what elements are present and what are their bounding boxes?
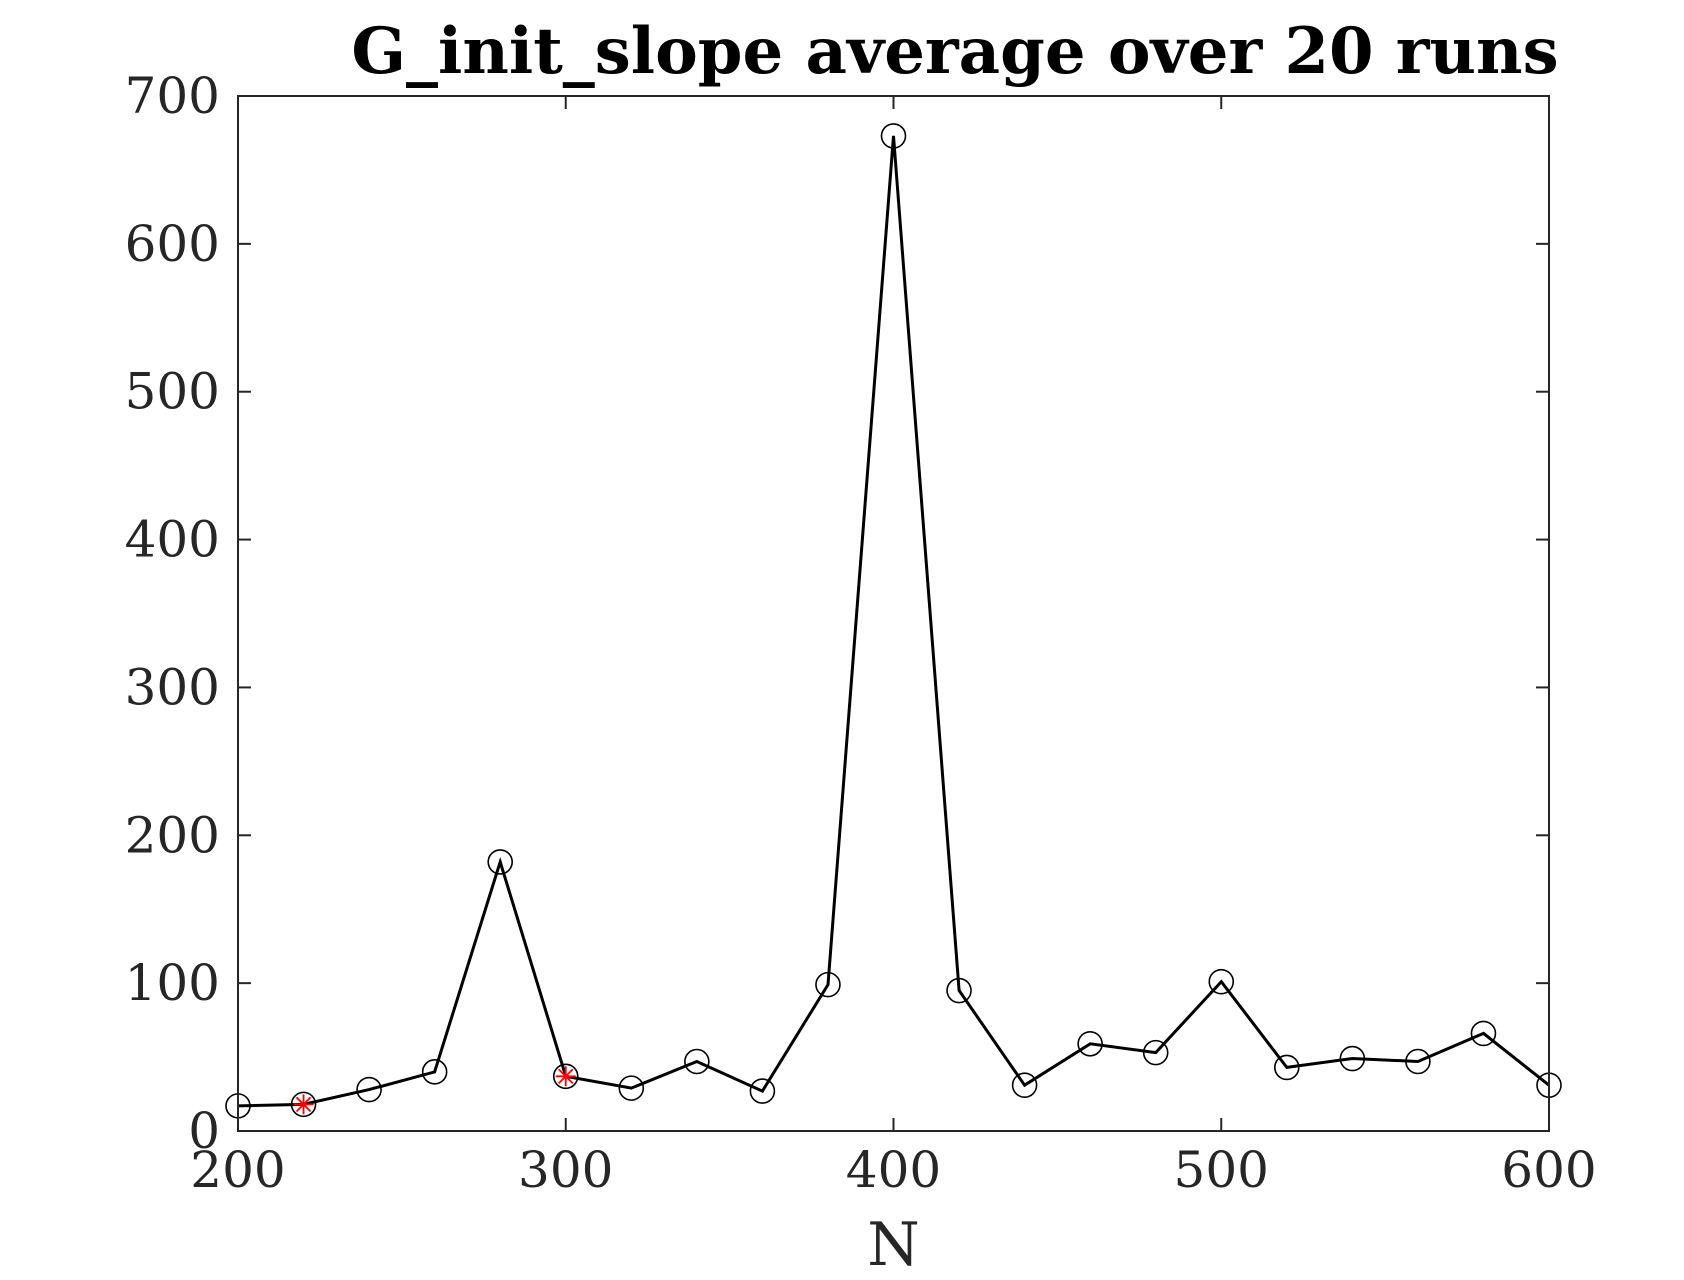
y-tick-label: 500: [125, 363, 220, 421]
data-point-circle: [618, 1075, 645, 1101]
highlight-point-asterisk: [293, 1094, 314, 1115]
asterisk-stroke: [295, 1096, 312, 1113]
chart-title: G_init_slope average over 20 runs: [351, 14, 1558, 89]
data-point-circle: [1077, 1030, 1103, 1057]
y-tick-label: 700: [125, 67, 220, 125]
plot-frame: [237, 95, 1550, 1132]
data-point-circle: [749, 1078, 776, 1104]
data-point-circle: [684, 1048, 710, 1075]
plot-background: [238, 96, 1549, 1131]
x-tick-label: 600: [1501, 1141, 1596, 1199]
x-tick-label: 300: [518, 1141, 613, 1199]
data-point-circle: [1208, 968, 1235, 995]
y-tick-label: 400: [125, 511, 220, 569]
data-point-circle: [1339, 1045, 1366, 1072]
x-tick-label: 200: [190, 1141, 285, 1199]
highlight-point-asterisk: [555, 1066, 576, 1087]
data-point-circle: [880, 123, 907, 149]
x-tick-label: 500: [1174, 1141, 1269, 1199]
highlight-layer: [293, 1066, 576, 1115]
data-point-circle: [487, 849, 514, 875]
data-point-circle: [946, 977, 972, 1004]
markers-layer: [225, 123, 1562, 1119]
x-tick-label: 400: [846, 1141, 941, 1199]
data-point-circle: [1274, 1054, 1300, 1081]
y-tick-label: 600: [125, 215, 220, 273]
data-point-circle: [1470, 1020, 1497, 1047]
data-point-circle: [1405, 1048, 1431, 1075]
y-tick-label: 0: [188, 1102, 220, 1160]
series-line: [237, 135, 1550, 1108]
asterisk-stroke: [558, 1068, 574, 1085]
y-tick-label: 300: [125, 658, 220, 716]
y-tick-label: 100: [125, 954, 220, 1012]
y-tick-label: 200: [125, 806, 220, 864]
data-point-circle: [1142, 1039, 1169, 1066]
axis-ticks: 200 300 400 500 600 0 100 200 300 400 500 600 700: [125, 67, 1597, 1199]
data-point-circle: [356, 1076, 382, 1103]
data-point-circle: [1011, 1072, 1038, 1098]
data-point-circle: [552, 1063, 579, 1090]
x-axis-label: N: [867, 1210, 920, 1275]
data-point-circle: [815, 971, 841, 998]
series-layer: [237, 135, 1550, 1108]
data-point-circle: [421, 1059, 448, 1085]
data-point-circle: [290, 1091, 317, 1118]
